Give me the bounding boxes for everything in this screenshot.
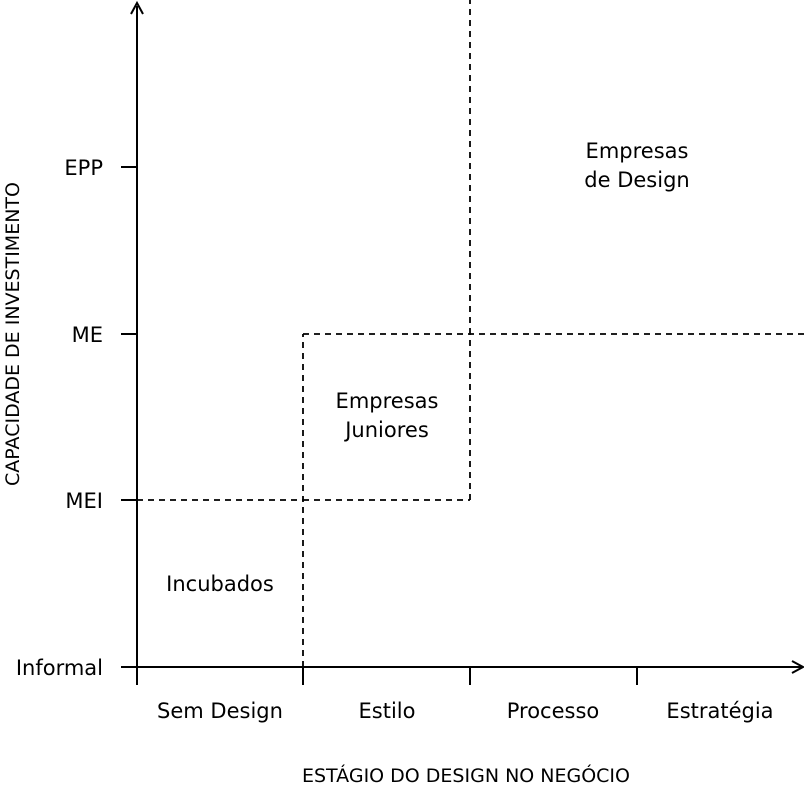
x-label-processo: Processo [507,699,600,723]
x-axis-arrow [791,660,804,674]
y-label-me: ME [72,323,103,347]
y-label-informal: Informal [16,656,103,680]
region-label-design-line1: Empresas [586,139,689,163]
y-axis-title: CAPACIDADE DE INVESTIMENTO [2,182,24,486]
x-label-estrategia: Estratégia [666,699,773,723]
region-label-design-line2: de Design [584,168,689,192]
y-label-epp: EPP [64,156,103,180]
y-axis-arrow [130,0,144,15]
y-label-mei: MEI [65,489,103,513]
x-label-sem-design: Sem Design [157,699,283,723]
region-label-juniores-line2: Juniores [343,418,429,442]
region-label-juniores-line1: Empresas [336,389,439,413]
region-label-incubados: Incubados [166,572,274,596]
x-label-estilo: Estilo [359,699,416,723]
x-axis-title: ESTÁGIO DO DESIGN NO NEGÓCIO [302,763,630,787]
